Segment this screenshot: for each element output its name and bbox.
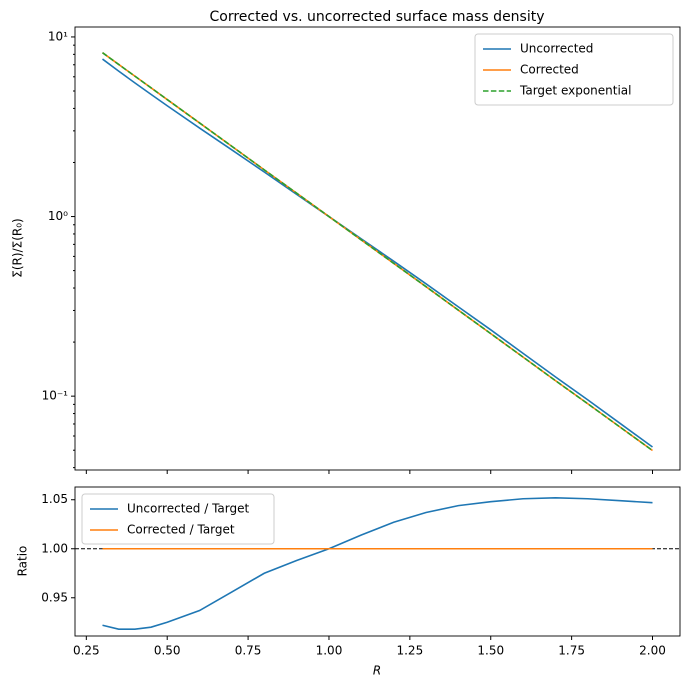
y-tick-label: 1.05 xyxy=(41,492,68,506)
y-tick-label: 10¹ xyxy=(48,29,68,43)
series-line xyxy=(102,496,653,630)
y-tick-label: 1.00 xyxy=(41,541,68,555)
legend-label: Target exponential xyxy=(519,84,632,98)
x-tick-label: 1.75 xyxy=(558,644,585,658)
legend-label: Corrected / Target xyxy=(127,523,235,537)
axes-frame xyxy=(74,486,681,637)
y-tick-label: 10⁰ xyxy=(48,209,68,223)
legend-label: Uncorrected / Target xyxy=(127,502,249,516)
legend-box xyxy=(474,33,674,106)
chart-title: Corrected vs. uncorrected surface mass d… xyxy=(209,9,544,25)
legend-label: Corrected xyxy=(520,63,579,77)
y-axis-label: Σ(R)/Σ(R₀) xyxy=(11,218,25,277)
y-tick-label: 0.95 xyxy=(41,590,68,604)
legend-box xyxy=(81,493,275,545)
x-tick-label: 2.00 xyxy=(639,644,666,658)
x-tick-label: 0.50 xyxy=(154,644,181,658)
x-axis-label: R xyxy=(373,664,381,678)
series-line xyxy=(102,52,653,452)
x-tick-label: 1.25 xyxy=(396,644,423,658)
y-tick-label: 10⁻¹ xyxy=(42,389,69,403)
x-tick-label: 1.00 xyxy=(316,644,343,658)
x-tick-label: 0.75 xyxy=(235,644,262,658)
axes-frame xyxy=(74,26,681,471)
legend-label: Uncorrected xyxy=(520,42,593,56)
x-tick-label: 1.50 xyxy=(477,644,504,658)
x-tick-label: 0.25 xyxy=(73,644,100,658)
y-axis-label: Ratio xyxy=(16,546,30,577)
